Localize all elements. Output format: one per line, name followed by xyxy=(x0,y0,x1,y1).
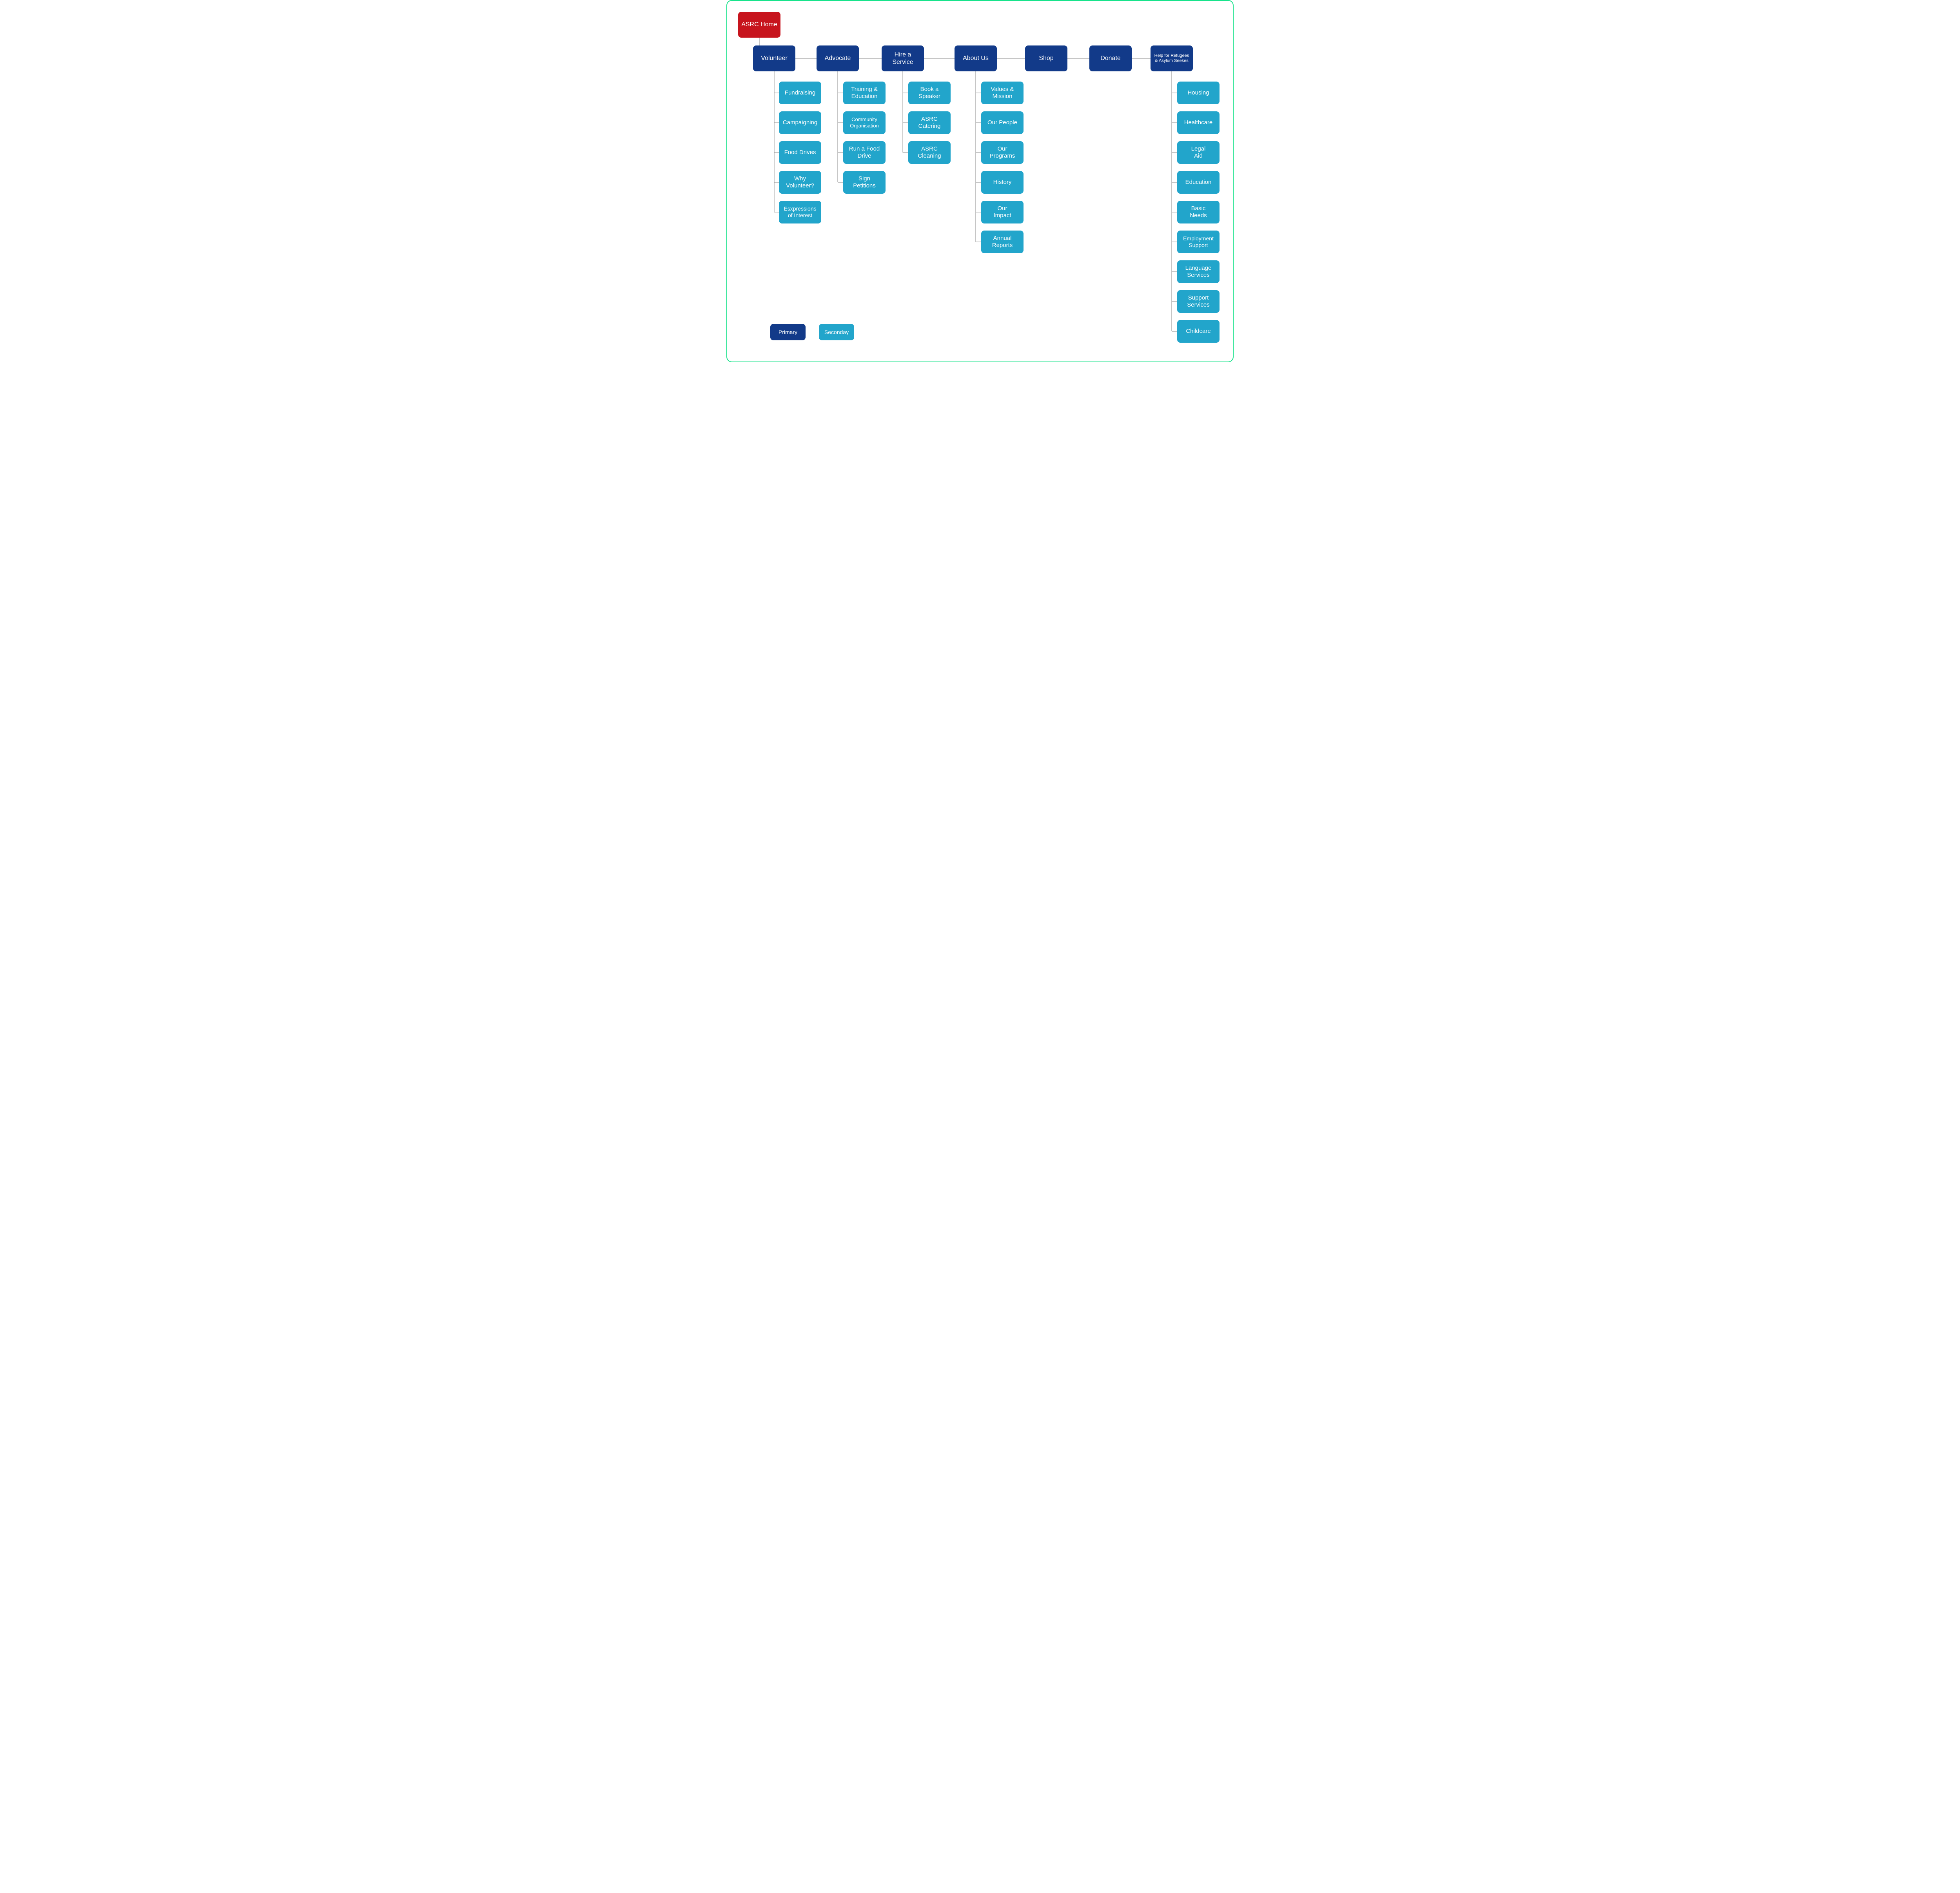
legend-secondary: Seconday xyxy=(819,324,854,340)
s-basic[interactable]: Basic Needs xyxy=(1177,201,1220,223)
s-speaker[interactable]: Book a Speaker xyxy=(908,82,951,104)
s-language[interactable]: Language Services xyxy=(1177,260,1220,283)
s-housing[interactable]: Housing xyxy=(1177,82,1220,104)
s-campaigning[interactable]: Campaigning xyxy=(779,111,821,134)
s-reports[interactable]: Annual Reports xyxy=(981,231,1024,253)
p-shop[interactable]: Shop xyxy=(1025,45,1067,71)
s-catering[interactable]: ASRC Catering xyxy=(908,111,951,134)
s-training[interactable]: Training & Education xyxy=(843,82,886,104)
p-volunteer[interactable]: Volunteer xyxy=(753,45,795,71)
s-fundraising[interactable]: Fundraising xyxy=(779,82,821,104)
s-programs[interactable]: Our Programs xyxy=(981,141,1024,164)
p-advocate[interactable]: Advocate xyxy=(817,45,859,71)
s-healthcare[interactable]: Healthcare xyxy=(1177,111,1220,134)
s-impact[interactable]: Our Impact xyxy=(981,201,1024,223)
legend-primary: Primary xyxy=(770,324,806,340)
s-whyvol[interactable]: Why Volunteer? xyxy=(779,171,821,194)
s-history[interactable]: History xyxy=(981,171,1024,194)
p-hire[interactable]: Hire a Service xyxy=(882,45,924,71)
s-fooddrives[interactable]: Food Drives xyxy=(779,141,821,164)
s-cleaning[interactable]: ASRC Cleaning xyxy=(908,141,951,164)
s-sign[interactable]: Sign Petitions xyxy=(843,171,886,194)
s-values[interactable]: Values & Mission xyxy=(981,82,1024,104)
s-support[interactable]: Support Services xyxy=(1177,290,1220,313)
s-legal[interactable]: Legal Aid xyxy=(1177,141,1220,164)
p-about[interactable]: About Us xyxy=(955,45,997,71)
sitemap-frame: ASRC Home Volunteer Advocate Hire a Service… xyxy=(726,0,1234,362)
s-eoi[interactable]: Esxpressions of Interest xyxy=(779,201,821,223)
p-help[interactable]: Help for Refugees & Asylum Seekes xyxy=(1151,45,1193,71)
s-community[interactable]: Community Organisation xyxy=(843,111,886,134)
s-people[interactable]: Our People xyxy=(981,111,1024,134)
s-employ[interactable]: Employment Support xyxy=(1177,231,1220,253)
s-education[interactable]: Education xyxy=(1177,171,1220,194)
s-childcare[interactable]: Childcare xyxy=(1177,320,1220,343)
root-home[interactable]: ASRC Home xyxy=(738,12,780,38)
s-runfood[interactable]: Run a Food Drive xyxy=(843,141,886,164)
p-donate[interactable]: Donate xyxy=(1089,45,1132,71)
